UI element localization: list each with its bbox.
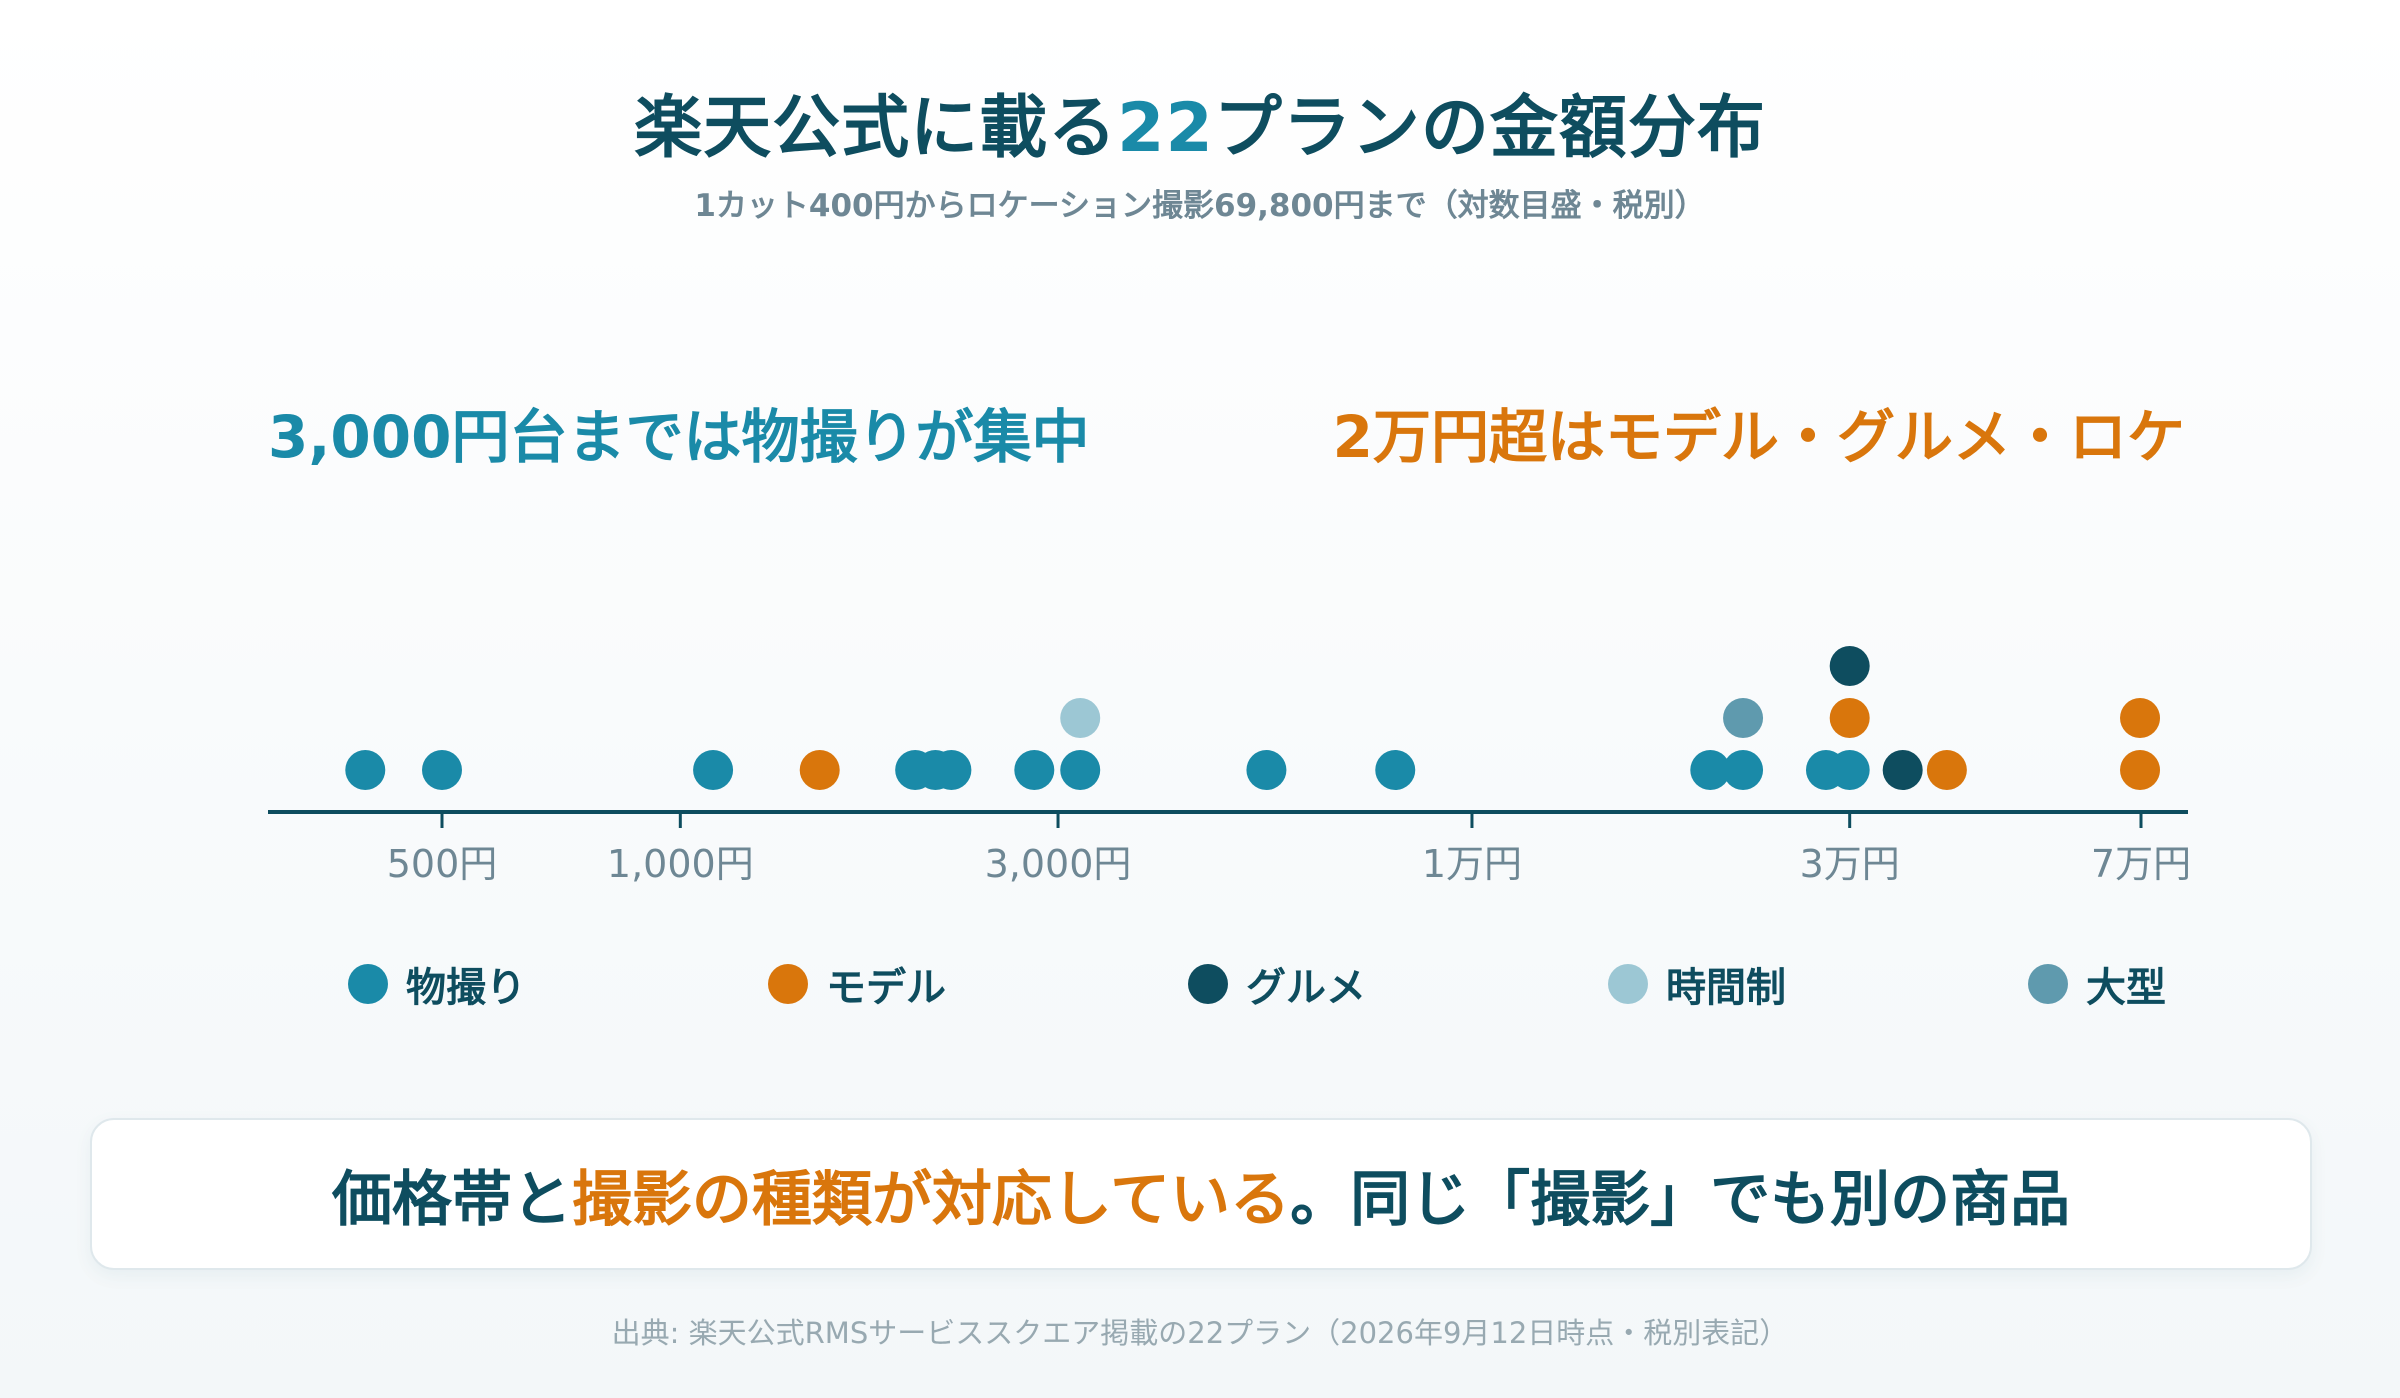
title-prefix: 楽天公式に載る: [634, 89, 1118, 168]
data-point-物撮り: [345, 750, 386, 790]
x-tick-label: 3,000円: [985, 842, 1132, 886]
x-tick-label: 1万円: [1422, 842, 1522, 886]
data-point-物撮り: [1723, 750, 1764, 790]
title-suffix: プランの金額分布: [1213, 89, 1766, 168]
legend-item-モデル: モデル: [768, 955, 946, 1013]
legend: 物撮り モデル グルメ 時間制 大型: [0, 955, 2400, 1025]
summary-highlight: 撮影の種類が対応している: [571, 1164, 1291, 1235]
price-dot-plot: 500円 1,000円 3,000円 1万円 3万円 7万円: [268, 646, 2191, 886]
data-point-物撮り: [422, 750, 462, 790]
page-title: 楽天公式に載る22プランの金額分布: [0, 72, 2400, 171]
data-point-モデル: [2120, 698, 2161, 738]
x-tick-label: 7万円: [2091, 842, 2191, 886]
data-point-時間制: [1060, 698, 1101, 738]
legend-swatch: [1188, 964, 1228, 1004]
source-note: 出典: 楽天公式RMSサービススクエア掲載の22プラン（2026年9月12日時点…: [611, 1316, 1789, 1350]
data-point-モデル: [1829, 698, 1870, 738]
data-point-物撮り: [1829, 750, 1870, 790]
legend-swatch: [348, 964, 388, 1004]
data-point-モデル: [1926, 750, 1967, 790]
summary-part1: 価格帯と: [331, 1164, 572, 1235]
summary-part2: 。同じ「撮影」でも別の商品: [1290, 1164, 2071, 1235]
legend-label: 時間制: [1666, 965, 1786, 1011]
callout-low-range: 3,000円台までは物撮りが集中: [268, 403, 1090, 471]
legend-label: 物撮り: [406, 965, 526, 1011]
summary-panel: 価格帯と 撮影の種類が対応している 。同じ「撮影」でも別の商品: [90, 1118, 2312, 1270]
data-point-物撮り: [1375, 750, 1416, 790]
legend-swatch: [2028, 964, 2068, 1004]
data-point-物撮り: [1246, 750, 1287, 790]
x-tick-label: 1,000円: [607, 842, 754, 886]
legend-label: 大型: [2086, 965, 2166, 1011]
legend-item-大型: 大型: [2028, 955, 2166, 1013]
data-point-物撮り: [1690, 750, 1731, 790]
data-point-物撮り: [1014, 750, 1055, 790]
x-tick-label: 3万円: [1800, 842, 1900, 886]
data-point-グルメ: [1882, 750, 1923, 790]
legend-label: モデル: [826, 965, 946, 1011]
legend-item-物撮り: 物撮り: [348, 955, 526, 1013]
legend-swatch: [1608, 964, 1648, 1004]
legend-item-時間制: 時間制: [1608, 955, 1786, 1013]
legend-item-グルメ: グルメ: [1188, 955, 1366, 1013]
data-point-グルメ: [1829, 646, 1870, 686]
legend-label: グルメ: [1246, 965, 1366, 1011]
data-point-大型: [1723, 698, 1764, 738]
callout-high-range: 2万円超はモデル・グルメ・ロケ: [1332, 403, 2185, 471]
page-subtitle: 1カット400円からロケーション撮影69,800円まで（対数目盛・税別）: [694, 188, 1706, 224]
legend-swatch: [768, 964, 808, 1004]
title-count: 22: [1117, 89, 1214, 168]
data-point-物撮り: [931, 750, 972, 790]
x-tick-label: 500円: [387, 842, 498, 886]
data-point-モデル: [2120, 750, 2161, 790]
data-point-物撮り: [1060, 750, 1101, 790]
data-point-モデル: [799, 750, 840, 790]
data-point-物撮り: [693, 750, 734, 790]
